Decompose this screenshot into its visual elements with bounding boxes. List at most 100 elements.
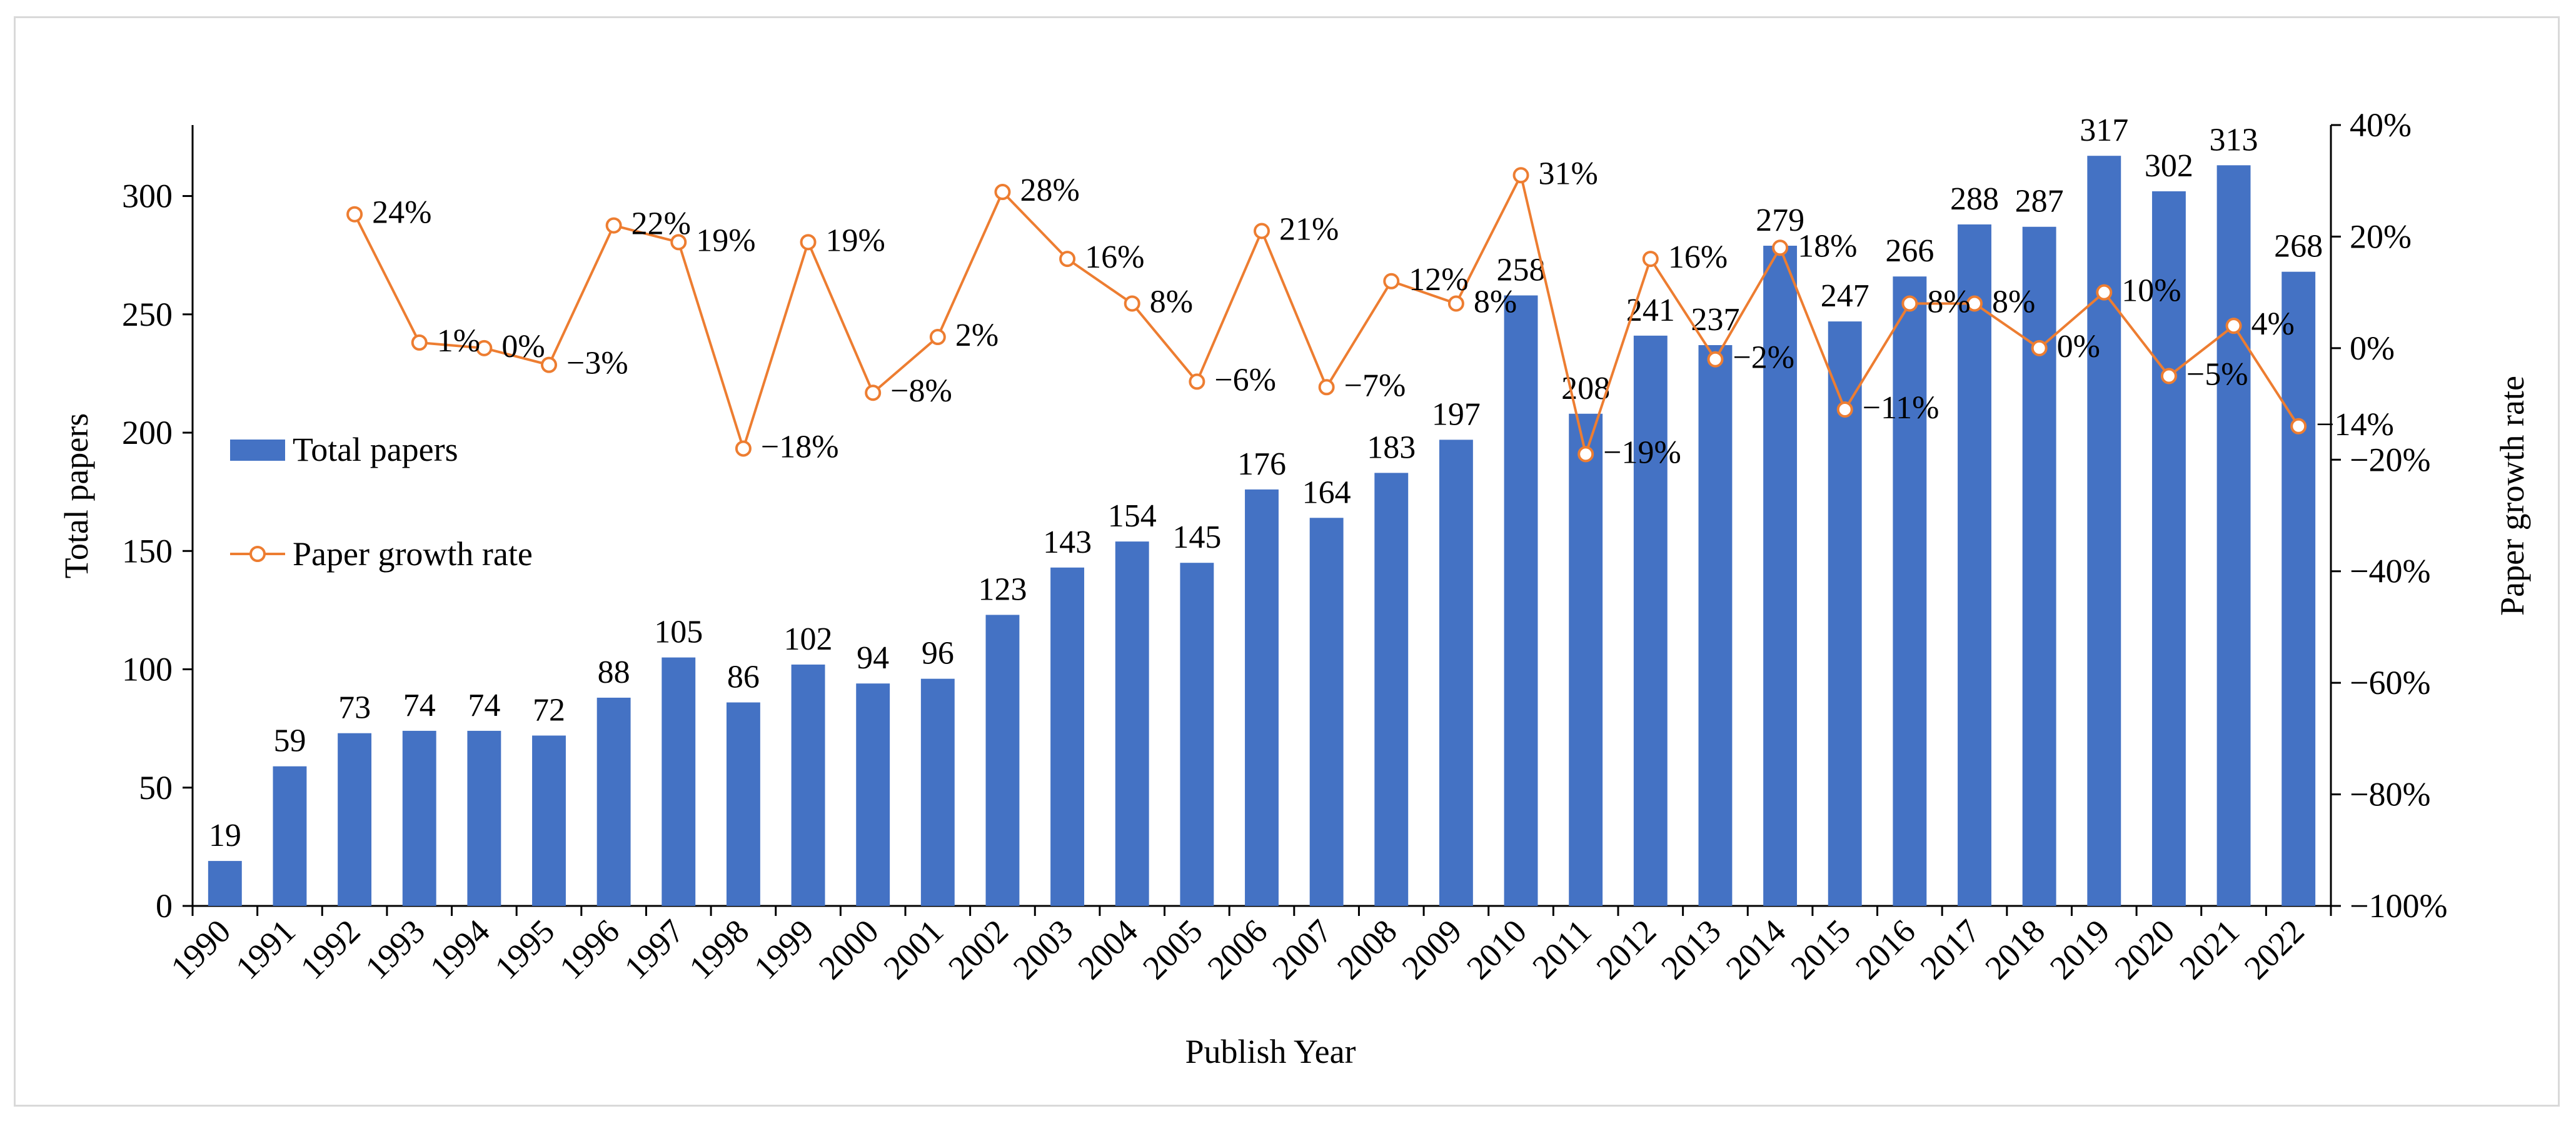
bar-2021 xyxy=(2216,165,2251,907)
growth-point-2016 xyxy=(1901,295,1918,312)
growth-label-2008: 12% xyxy=(1409,262,1468,298)
growth-label-2000: −8% xyxy=(890,373,952,409)
growth-point-2015 xyxy=(1836,401,1853,418)
growth-point-2008 xyxy=(1383,273,1400,289)
growth-point-2010 xyxy=(1512,167,1529,184)
growth-label-2011: −19% xyxy=(1603,435,1681,470)
growth-label-2003: 16% xyxy=(1085,239,1144,275)
growth-label-2004: 8% xyxy=(1150,284,1193,319)
growth-point-2014 xyxy=(1772,239,1789,256)
bar-label-2003: 143 xyxy=(1043,525,1092,560)
growth-point-2013 xyxy=(1707,351,1724,368)
bar-label-2004: 154 xyxy=(1108,498,1157,534)
growth-label-2007: −7% xyxy=(1344,368,1406,403)
bar-label-2021: 313 xyxy=(2210,122,2258,158)
bar-2015 xyxy=(1828,321,1862,906)
bar-series-total-papers xyxy=(208,156,2316,907)
bar-data-labels: 19 59 73 74 74 72 88 105 86 102 94 96 123 143 154 145 17… xyxy=(209,113,2323,853)
growth-point-2004 xyxy=(1124,295,1140,312)
bar-1997 xyxy=(662,657,696,906)
growth-label-2006: 21% xyxy=(1279,212,1339,248)
growth-label-2019: 10% xyxy=(2121,273,2181,309)
growth-point-2005 xyxy=(1189,373,1205,390)
growth-label-2001: 2% xyxy=(955,318,999,353)
bar-label-1992: 73 xyxy=(338,690,371,726)
growth-point-1995 xyxy=(541,356,557,373)
growth-point-2002 xyxy=(994,184,1011,201)
growth-point-1998 xyxy=(735,440,752,457)
growth-label-1998: −18% xyxy=(761,429,839,465)
bar-2016 xyxy=(1893,276,1927,906)
bar-2012 xyxy=(1633,335,1668,906)
y2-tick-label: −20% xyxy=(2350,441,2430,478)
y-tick-label: 300 xyxy=(122,178,173,215)
figure-border xyxy=(14,16,2560,1107)
bar-2019 xyxy=(2087,156,2121,907)
bar-1995 xyxy=(532,735,566,906)
line-series-paper-growth-rate xyxy=(346,167,2307,463)
bar-label-2010: 258 xyxy=(1497,253,1546,288)
x-axis-title: Publish Year xyxy=(1185,1033,1356,1070)
bar-1994 xyxy=(467,730,501,906)
bar-label-1991: 59 xyxy=(273,723,306,759)
growth-label-2005: −6% xyxy=(1214,362,1276,398)
bar-1996 xyxy=(596,697,631,906)
y-tick-label: 200 xyxy=(122,414,173,451)
y2-tick-label: −80% xyxy=(2350,776,2430,813)
bar-label-1997: 105 xyxy=(654,615,703,650)
bar-2001 xyxy=(920,678,955,906)
y-tick-label: 50 xyxy=(139,769,173,807)
bar-label-1990: 19 xyxy=(209,818,241,853)
bar-label-2020: 302 xyxy=(2145,148,2193,184)
bar-label-1999: 102 xyxy=(784,621,833,657)
bar-label-2007: 164 xyxy=(1302,475,1351,510)
y-tick-label: 0 xyxy=(156,887,173,925)
growth-point-2003 xyxy=(1059,251,1076,268)
bar-2020 xyxy=(2151,191,2186,906)
y-tick-label: 150 xyxy=(122,532,173,570)
bar-label-2006: 176 xyxy=(1237,446,1286,482)
growth-point-1994 xyxy=(476,339,493,356)
y2-tick-label: 20% xyxy=(2350,218,2412,255)
y2-tick-label: −40% xyxy=(2350,553,2430,590)
bar-1993 xyxy=(402,730,436,906)
bar-2017 xyxy=(1958,224,1991,906)
growth-point-2007 xyxy=(1318,379,1335,396)
bar-label-1996: 88 xyxy=(598,655,630,690)
growth-point-2001 xyxy=(929,329,946,346)
growth-label-1999: 19% xyxy=(826,223,885,258)
growth-point-1993 xyxy=(411,334,428,351)
bar-label-2014: 279 xyxy=(1756,203,1804,238)
bar-2007 xyxy=(1309,518,1344,906)
growth-label-2015: −11% xyxy=(1863,390,1940,426)
bar-label-1994: 74 xyxy=(468,688,500,723)
growth-point-1997 xyxy=(670,234,687,251)
y2-axis-title: Paper growth rate xyxy=(2493,376,2531,616)
bar-2009 xyxy=(1439,440,1473,906)
growth-point-2000 xyxy=(865,385,882,401)
growth-label-2016: 8% xyxy=(1927,284,1970,319)
growth-point-2006 xyxy=(1254,223,1270,239)
bar-label-2001: 96 xyxy=(922,636,954,671)
bar-1998 xyxy=(726,702,760,906)
bar-label-1995: 72 xyxy=(533,692,565,728)
bar-1999 xyxy=(791,664,825,906)
legend: Total papers Paper growth rate xyxy=(230,431,533,573)
growth-point-2011 xyxy=(1577,446,1594,463)
growth-label-2013: −2% xyxy=(1733,340,1794,376)
legend-swatch-total-papers xyxy=(230,440,285,461)
growth-label-2010: 31% xyxy=(1539,156,1598,191)
y2-tick-label: 40% xyxy=(2350,106,2412,144)
growth-point-2017 xyxy=(1966,295,1983,312)
bar-2008 xyxy=(1374,473,1409,906)
y2-tick-label: 0% xyxy=(2350,329,2395,367)
growth-label-2002: 28% xyxy=(1020,173,1079,208)
growth-point-2020 xyxy=(2160,368,2177,385)
growth-point-1996 xyxy=(605,217,622,234)
bar-2005 xyxy=(1180,563,1214,906)
growth-label-2018: 0% xyxy=(2057,329,2100,364)
growth-label-2009: 8% xyxy=(1474,284,1517,319)
growth-point-1992 xyxy=(346,206,363,223)
y-axis-title: Total papers xyxy=(58,413,95,579)
